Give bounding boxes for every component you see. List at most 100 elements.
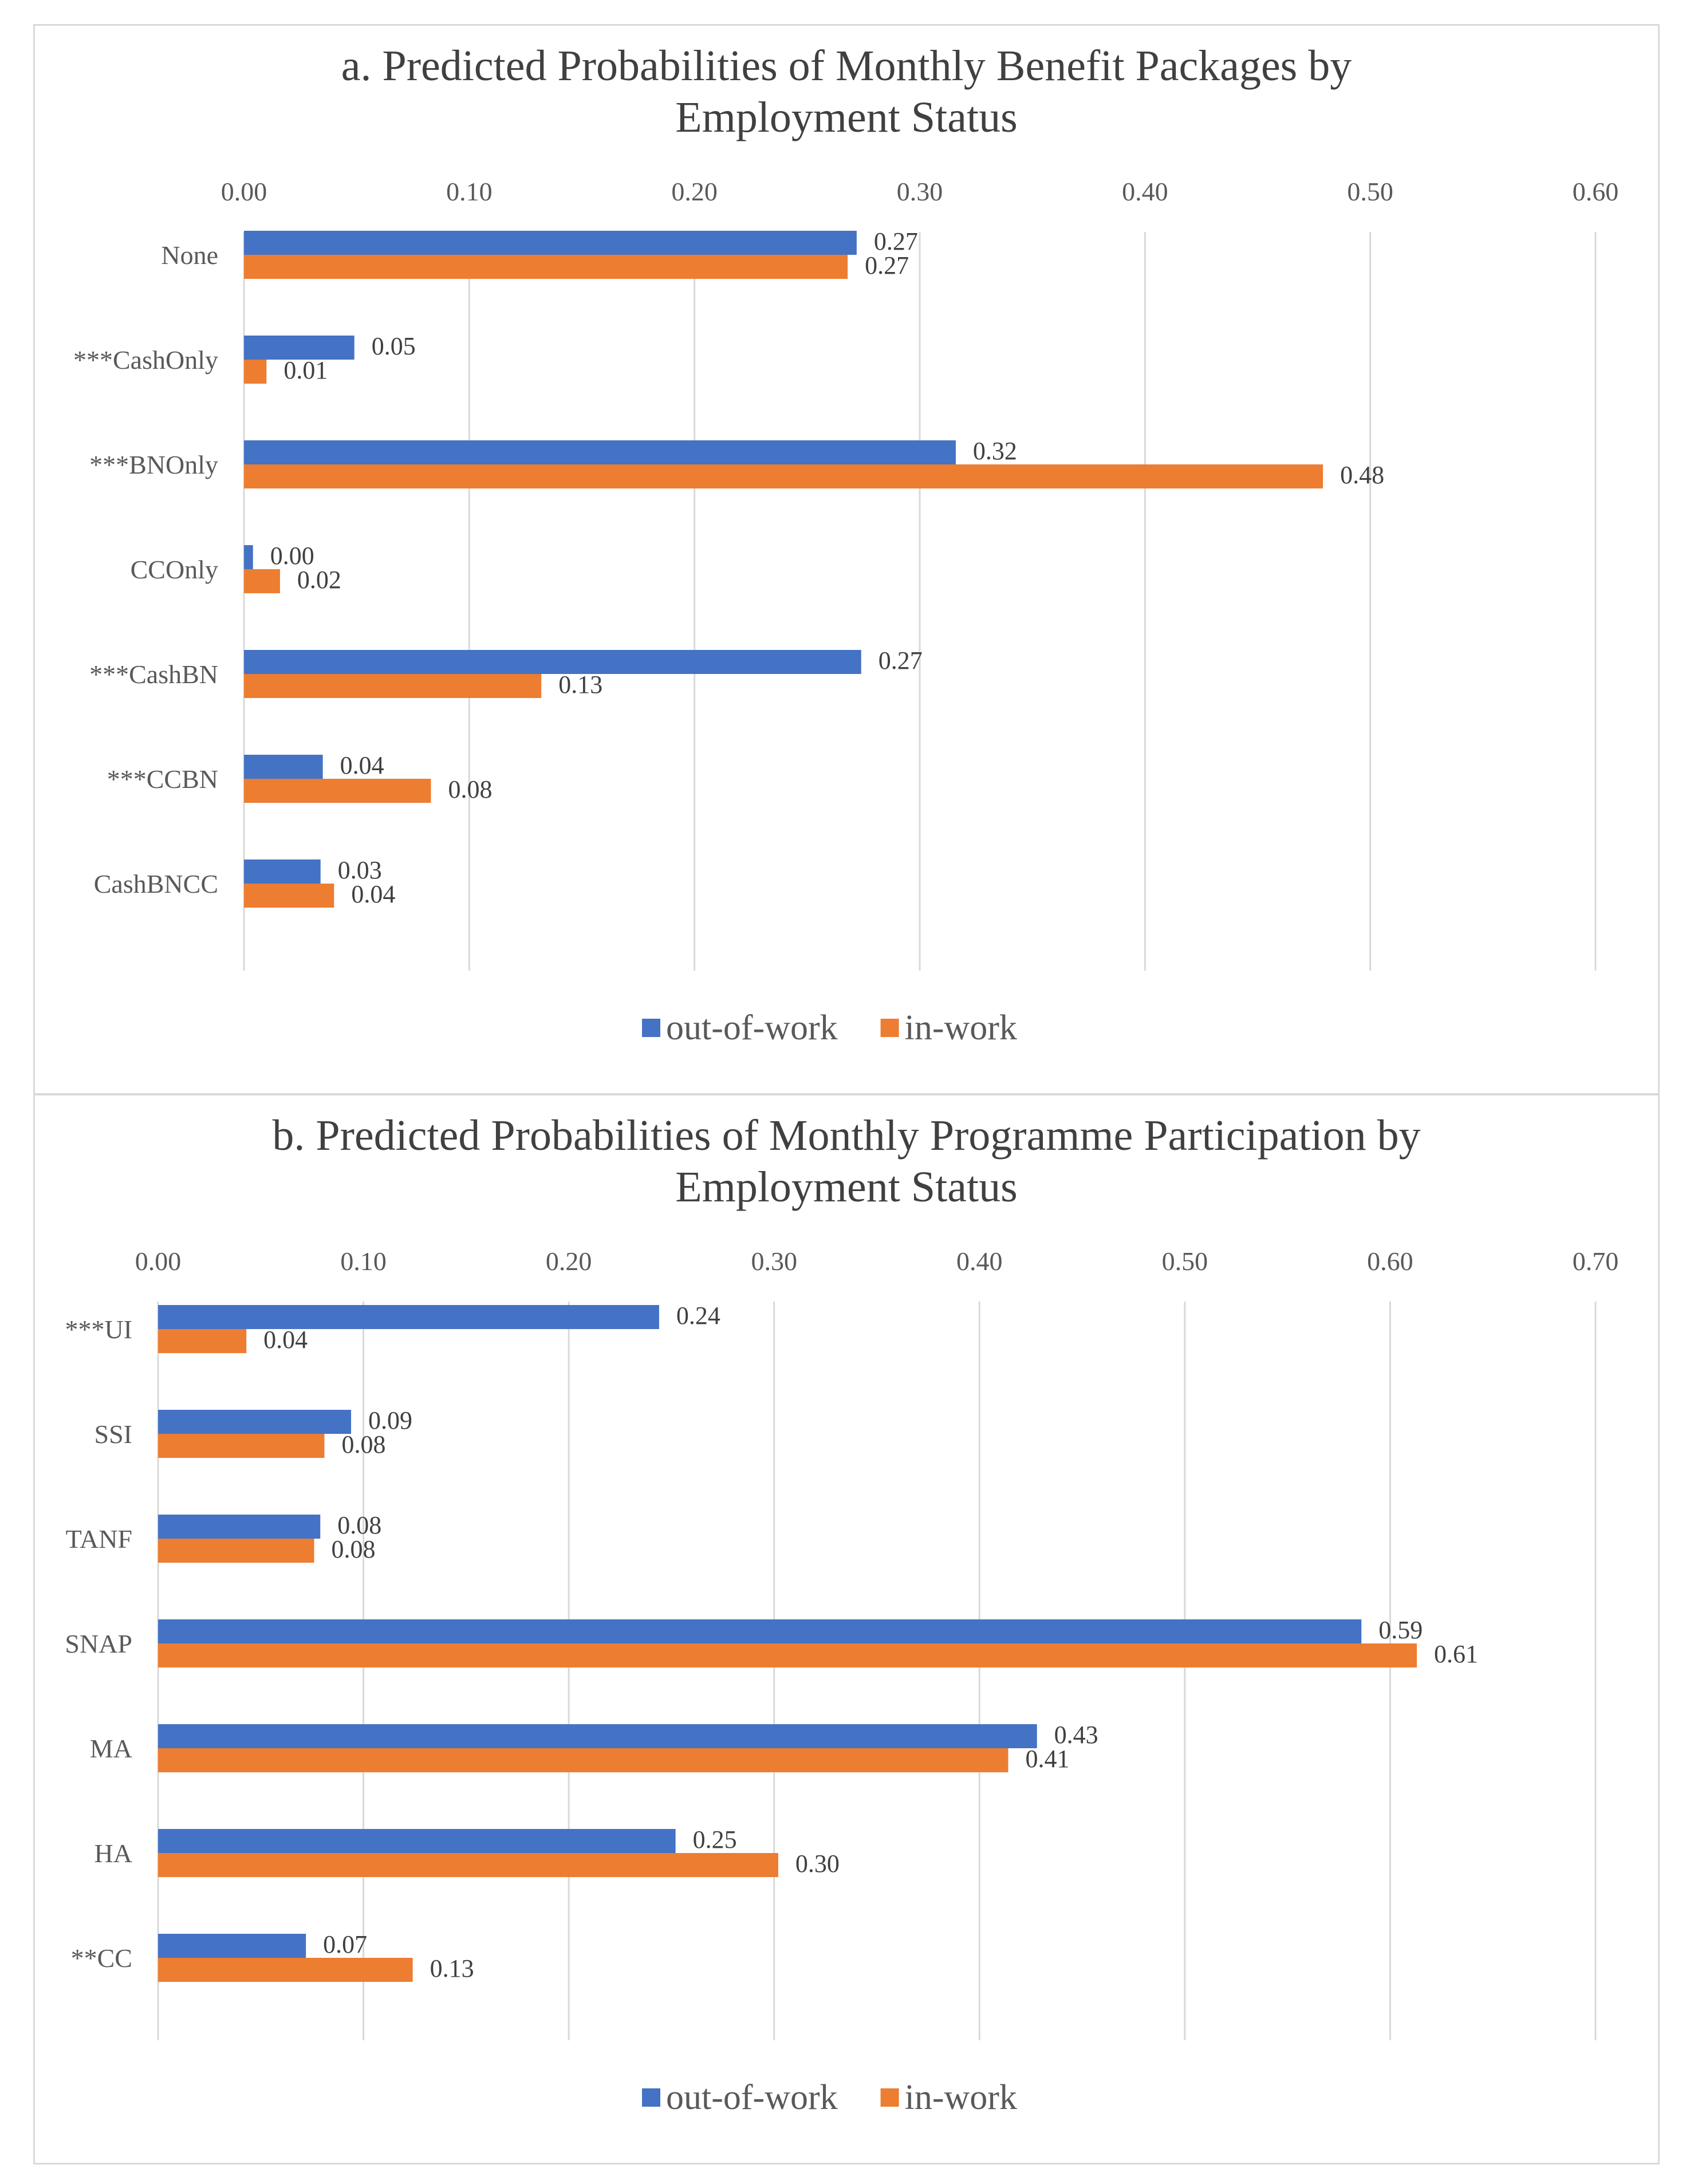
bar-in-work <box>158 1853 778 1877</box>
data-label: 0.13 <box>430 1954 474 1982</box>
data-label: 0.08 <box>337 1511 381 1539</box>
bar-in-work <box>158 1643 1417 1667</box>
data-label: 0.03 <box>338 856 382 884</box>
x-tick-label: 0.00 <box>135 1247 182 1276</box>
category-label: ***UI <box>65 1315 132 1344</box>
x-tick-label: 0.20 <box>671 177 718 206</box>
data-label: 0.32 <box>973 437 1017 465</box>
data-label: 0.27 <box>865 251 909 279</box>
chart-title-line: Employment Status <box>675 93 1017 141</box>
x-tick-label: 0.10 <box>446 177 493 206</box>
category-label: ***CCBN <box>107 764 218 794</box>
data-label: 0.24 <box>676 1302 720 1330</box>
bar-out-of-work <box>158 1619 1362 1643</box>
x-tick-label: 0.60 <box>1367 1247 1413 1276</box>
x-tick-label: 0.60 <box>1573 177 1619 206</box>
data-label: 0.08 <box>448 775 492 803</box>
bar-out-of-work <box>158 1934 306 1958</box>
bar-in-work <box>244 360 267 384</box>
bar-out-of-work <box>244 860 321 884</box>
x-tick-label: 0.50 <box>1347 177 1393 206</box>
data-label: 0.08 <box>341 1430 385 1458</box>
x-tick-label: 0.70 <box>1573 1247 1619 1276</box>
legend-label: out-of-work <box>666 1008 838 1047</box>
category-label: **CC <box>71 1943 132 1973</box>
x-tick-label: 0.00 <box>221 177 267 206</box>
data-label: 0.25 <box>693 1826 737 1854</box>
bar-in-work <box>244 884 334 908</box>
legend-swatch <box>642 2088 660 2107</box>
legend-label: in-work <box>905 1008 1017 1047</box>
x-tick-label: 0.10 <box>340 1247 387 1276</box>
bar-in-work <box>158 1748 1009 1772</box>
bar-out-of-work <box>158 1829 676 1853</box>
bar-out-of-work <box>244 440 956 464</box>
data-label: 0.27 <box>879 646 923 675</box>
legend-label: in-work <box>905 2078 1017 2117</box>
bar-in-work <box>158 1958 413 1982</box>
data-label: 0.04 <box>340 751 384 779</box>
category-label: SSI <box>94 1420 132 1449</box>
bar-in-work <box>158 1329 247 1353</box>
data-label: 0.43 <box>1054 1721 1098 1749</box>
bar-out-of-work <box>158 1305 659 1329</box>
data-label: 0.04 <box>351 880 395 908</box>
data-label: 0.04 <box>263 1326 308 1354</box>
chart-a-svg: a. Predicted Probabilities of Monthly Be… <box>73 42 1619 1047</box>
chart-title-line: a. Predicted Probabilities of Monthly Be… <box>341 42 1352 90</box>
data-label: 0.41 <box>1025 1745 1069 1773</box>
data-label: 0.30 <box>795 1850 840 1878</box>
category-label: CashBNCC <box>94 869 218 898</box>
category-label: None <box>161 241 218 270</box>
legend-swatch <box>880 1019 899 1037</box>
category-label: TANF <box>66 1524 132 1554</box>
bar-in-work <box>158 1539 314 1563</box>
x-tick-label: 0.40 <box>956 1247 1003 1276</box>
bar-in-work <box>244 674 542 698</box>
chart-title-line: b. Predicted Probabilities of Monthly Pr… <box>272 1111 1420 1160</box>
category-label: MA <box>90 1734 132 1763</box>
chart-b-svg: b. Predicted Probabilities of Monthly Pr… <box>65 1111 1619 2117</box>
bar-in-work <box>158 1434 325 1458</box>
legend-swatch <box>880 2088 899 2107</box>
category-label: ***CashOnly <box>73 345 218 374</box>
bar-out-of-work <box>158 1724 1037 1748</box>
data-label: 0.07 <box>323 1930 367 1958</box>
data-label: 0.05 <box>372 332 416 360</box>
data-label: 0.08 <box>332 1535 376 1563</box>
category-label: HA <box>94 1839 132 1868</box>
chart-title-line: Employment Status <box>675 1163 1017 1211</box>
bar-out-of-work <box>158 1410 352 1434</box>
data-label: 0.13 <box>558 671 602 699</box>
chart-panel-a: a. Predicted Probabilities of Monthly Be… <box>33 24 1660 1095</box>
data-label: 0.00 <box>270 542 314 570</box>
bar-in-work <box>244 779 431 803</box>
x-tick-label: 0.20 <box>546 1247 592 1276</box>
legend-label: out-of-work <box>666 2078 838 2117</box>
bar-out-of-work <box>244 231 857 255</box>
bar-out-of-work <box>158 1515 321 1539</box>
bar-in-work <box>244 464 1323 488</box>
category-label: CCOnly <box>131 555 218 584</box>
category-label: ***BNOnly <box>89 450 218 479</box>
data-label: 0.02 <box>297 566 341 594</box>
data-label: 0.27 <box>874 227 918 255</box>
bar-out-of-work <box>244 755 323 779</box>
data-label: 0.61 <box>1434 1640 1478 1668</box>
x-tick-label: 0.40 <box>1122 177 1168 206</box>
chart-panel-b: b. Predicted Probabilities of Monthly Pr… <box>33 1094 1660 2165</box>
bar-out-of-work <box>244 650 861 674</box>
data-label: 0.09 <box>368 1406 412 1434</box>
bar-out-of-work <box>244 545 253 569</box>
x-tick-label: 0.30 <box>751 1247 797 1276</box>
bar-in-work <box>244 255 848 279</box>
x-tick-label: 0.50 <box>1162 1247 1208 1276</box>
bar-in-work <box>244 569 280 593</box>
legend-swatch <box>642 1019 660 1037</box>
data-label: 0.48 <box>1340 461 1384 489</box>
data-label: 0.59 <box>1378 1616 1423 1644</box>
category-label: ***CashBN <box>89 660 218 689</box>
data-label: 0.01 <box>283 356 328 384</box>
bar-out-of-work <box>244 336 354 360</box>
category-label: SNAP <box>65 1629 132 1658</box>
